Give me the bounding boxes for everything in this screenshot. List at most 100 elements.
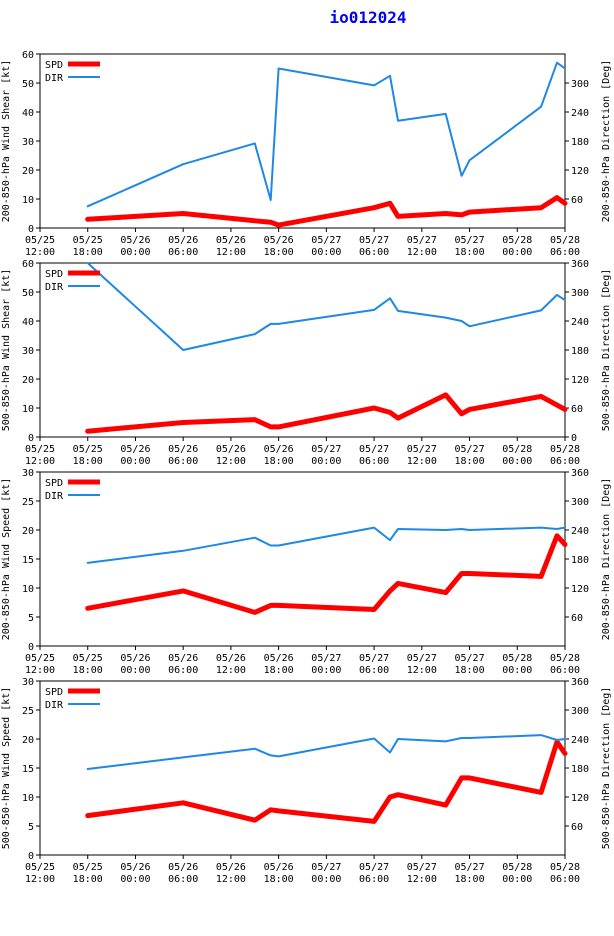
x-tick-time: 18:00: [73, 456, 103, 467]
x-tick-date: 05/26: [120, 444, 150, 455]
y2-tick-label: 300: [571, 497, 589, 508]
x-tick-date: 05/26: [120, 653, 150, 664]
y-tick-label: 15: [22, 555, 34, 566]
x-tick-time: 12:00: [407, 247, 437, 258]
y-axis-label: 500-850-hPa Wind Shear [kt]: [1, 269, 12, 432]
x-tick-time: 18:00: [73, 247, 103, 258]
spd-series-line: [85, 533, 568, 615]
x-tick-time: 18:00: [454, 247, 484, 258]
y2-tick-label: 0: [571, 433, 577, 444]
x-tick-date: 05/25: [25, 235, 55, 246]
y2-tick-label: 300: [571, 79, 589, 90]
y2-tick-label: 60: [571, 822, 583, 833]
dir-series-line: [86, 61, 566, 208]
x-tick-time: 12:00: [216, 665, 246, 676]
y2-tick-label: 60: [571, 613, 583, 624]
x-tick-time: 12:00: [216, 456, 246, 467]
x-tick-date: 05/26: [264, 653, 294, 664]
y2-tick-label: 360: [571, 468, 589, 479]
x-tick-time: 06:00: [359, 247, 389, 258]
plot-frame: [39, 680, 566, 856]
y2-tick-label: 180: [571, 137, 589, 148]
x-tick-date: 05/26: [264, 235, 294, 246]
x-tick-time: 06:00: [168, 665, 198, 676]
x-tick-time: 12:00: [407, 874, 437, 885]
x-tick-date: 05/26: [168, 235, 198, 246]
x-tick-date: 05/26: [168, 653, 198, 664]
x-tick-date: 05/27: [359, 653, 389, 664]
x-tick-time: 06:00: [359, 874, 389, 885]
y-tick-label: 10: [22, 195, 34, 206]
y-tick-label: 10: [22, 793, 34, 804]
x-tick-time: 18:00: [73, 665, 103, 676]
y-tick-label: 50: [22, 79, 34, 90]
legend-label-spd: SPD: [45, 687, 63, 698]
x-tick-date: 05/25: [73, 444, 103, 455]
x-tick-time: 18:00: [454, 665, 484, 676]
y-tick-label: 40: [22, 317, 34, 328]
y-tick-label: 30: [22, 677, 34, 688]
x-tick-time: 06:00: [550, 665, 580, 676]
x-tick-date: 05/26: [120, 235, 150, 246]
x-tick-date: 05/27: [454, 862, 484, 873]
x-tick-time: 00:00: [311, 665, 341, 676]
y2-tick-label: 180: [571, 764, 589, 775]
y-axis-label: 200-850-hPa Wind Speed [kt]: [1, 478, 12, 641]
y2-tick-label: 240: [571, 108, 589, 119]
x-tick-date: 05/27: [359, 862, 389, 873]
x-tick-date: 05/26: [216, 235, 246, 246]
plot-frame: [39, 262, 566, 438]
x-tick-date: 05/26: [120, 862, 150, 873]
x-tick-time: 06:00: [168, 874, 198, 885]
x-tick-time: 12:00: [216, 247, 246, 258]
y-tick-label: 0: [28, 851, 34, 862]
x-tick-time: 00:00: [502, 247, 532, 258]
x-tick-date: 05/25: [73, 862, 103, 873]
y2-tick-label: 120: [571, 375, 589, 386]
y-tick-label: 5: [28, 613, 34, 624]
y2-tick-label: 240: [571, 526, 589, 537]
x-tick-date: 05/28: [502, 444, 532, 455]
x-tick-date: 05/28: [550, 444, 580, 455]
x-tick-date: 05/26: [168, 444, 198, 455]
x-tick-time: 00:00: [502, 456, 532, 467]
y2-tick-label: 360: [571, 677, 589, 688]
x-tick-time: 18:00: [264, 456, 294, 467]
y2-tick-label: 180: [571, 555, 589, 566]
x-tick-time: 00:00: [311, 874, 341, 885]
y-tick-label: 15: [22, 764, 34, 775]
x-tick-time: 12:00: [407, 665, 437, 676]
y2-axis-label: 500-850-hPa Direction [Deg]: [601, 269, 612, 432]
x-tick-time: 00:00: [120, 874, 150, 885]
x-tick-date: 05/28: [550, 235, 580, 246]
y-tick-label: 10: [22, 584, 34, 595]
y-tick-label: 0: [28, 642, 34, 653]
y2-tick-label: 120: [571, 584, 589, 595]
y2-axis-label: 500-850-hPa Direction [Deg]: [601, 687, 612, 850]
x-tick-date: 05/27: [311, 444, 341, 455]
x-tick-date: 05/26: [168, 862, 198, 873]
dir-series-line: [86, 526, 566, 564]
x-tick-date: 05/26: [216, 653, 246, 664]
y-tick-label: 50: [22, 288, 34, 299]
y2-tick-label: 300: [571, 288, 589, 299]
x-tick-date: 05/27: [311, 235, 341, 246]
y2-tick-label: 60: [571, 404, 583, 415]
x-tick-date: 05/28: [550, 862, 580, 873]
legend-label-dir: DIR: [45, 491, 64, 502]
y2-tick-label: 300: [571, 706, 589, 717]
x-tick-time: 18:00: [264, 665, 294, 676]
plot-frame: [39, 53, 566, 229]
x-tick-time: 18:00: [264, 247, 294, 258]
x-tick-time: 18:00: [454, 456, 484, 467]
x-tick-date: 05/27: [407, 235, 437, 246]
x-tick-date: 05/27: [407, 444, 437, 455]
y2-tick-label: 120: [571, 793, 589, 804]
x-tick-date: 05/25: [73, 653, 103, 664]
x-tick-date: 05/27: [359, 235, 389, 246]
y-tick-label: 10: [22, 404, 34, 415]
x-tick-date: 05/27: [407, 653, 437, 664]
x-tick-date: 05/28: [550, 653, 580, 664]
x-tick-date: 05/26: [264, 862, 294, 873]
